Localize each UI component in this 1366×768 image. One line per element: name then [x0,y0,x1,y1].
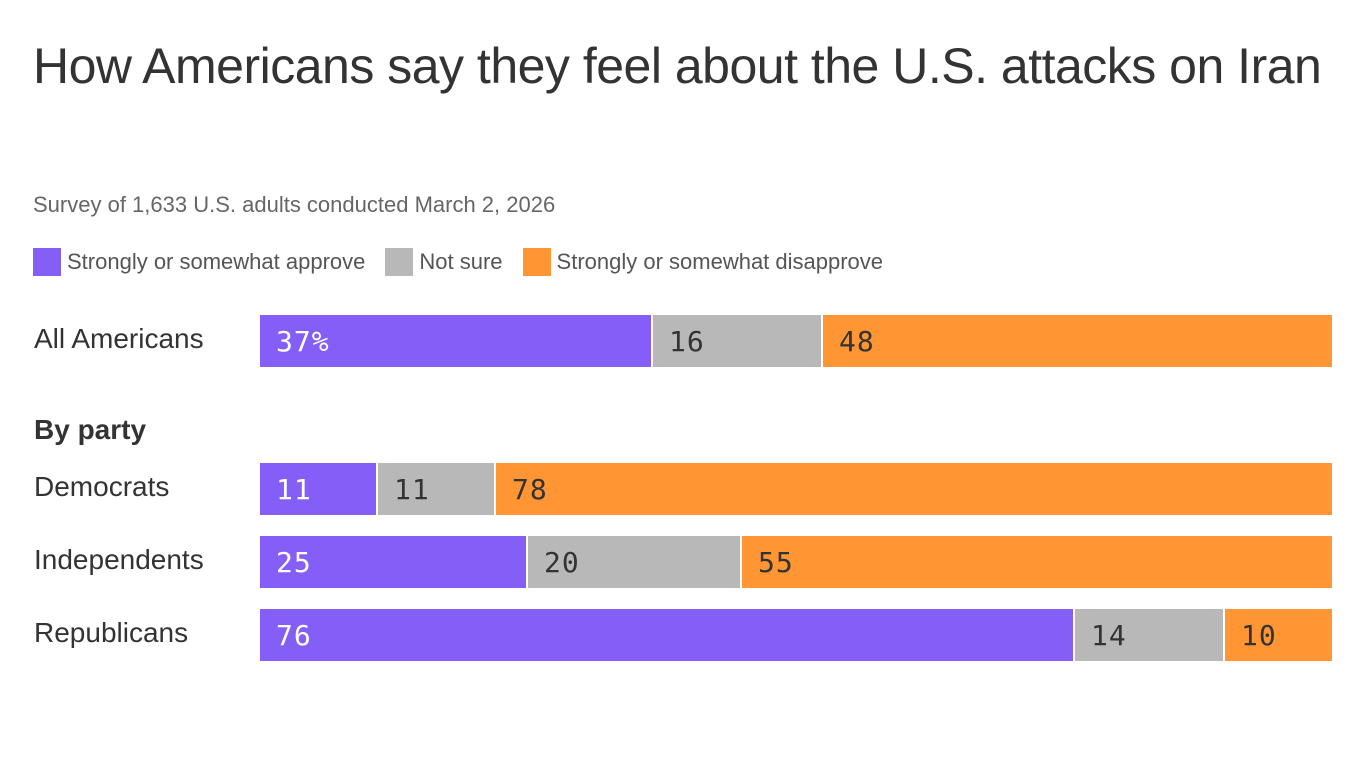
data-label-democrats-notsure: 11 [394,472,430,506]
legend-label-notsure: Not sure [419,249,503,274]
bar-segment-republicans-notsure: 14 [1075,609,1225,661]
bar-democrats: 11 11 78 [260,463,1332,515]
legend: Strongly or somewhat approve Not sure St… [33,248,903,276]
legend-swatch-disapprove [522,248,551,276]
bar-segment-independents-notsure: 20 [528,536,742,588]
bar-segment-democrats-notsure: 11 [378,463,496,515]
bar-segment-republicans-approve: 76 [260,609,1075,661]
data-label-independents-disapprove: 55 [758,545,794,579]
data-label-republicans-disapprove: 10 [1241,618,1277,652]
row-label-all-americans: All Americans [34,323,204,354]
legend-swatch-approve [33,248,61,276]
bar-segment-all-americans-approve: 37% [260,315,653,367]
bar-republicans: 76 14 10 [260,609,1332,661]
bar-all-americans: 37% 16 48 [260,315,1332,367]
bar-segment-democrats-disapprove: 78 [496,463,1332,515]
legend-item-notsure: Not sure [385,248,503,276]
data-label-all-americans-notsure: 16 [669,324,705,358]
bar-segment-democrats-approve: 11 [260,463,378,515]
data-label-all-americans-approve: 37% [276,324,330,358]
row-label-democrats: Democrats [34,471,170,502]
bar-segment-republicans-disapprove: 10 [1225,609,1332,661]
legend-item-disapprove: Strongly or somewhat disapprove [522,248,884,276]
legend-item-approve: Strongly or somewhat approve [33,248,365,276]
data-label-democrats-approve: 11 [276,472,312,506]
bar-independents: 25 20 55 [260,536,1332,588]
section-label-by-party: By party [34,414,147,445]
data-label-independents-approve: 25 [276,545,312,579]
bar-segment-independents-disapprove: 55 [742,536,1332,588]
bar-segment-all-americans-disapprove: 48 [823,315,1332,367]
data-label-republicans-notsure: 14 [1091,618,1127,652]
data-label-democrats-disapprove: 78 [512,472,548,506]
data-label-independents-notsure: 20 [544,545,580,579]
row-label-independents: Independents [34,544,204,575]
chart-subtitle: Survey of 1,633 U.S. adults conducted Ma… [33,192,556,217]
bar-segment-independents-approve: 25 [260,536,528,588]
data-label-republicans-approve: 76 [276,618,312,652]
legend-swatch-notsure [385,248,414,276]
legend-label-approve: Strongly or somewhat approve [67,249,366,274]
legend-label-disapprove: Strongly or somewhat disapprove [556,249,884,274]
bar-segment-all-americans-notsure: 16 [653,315,823,367]
chart-title: How Americans say they feel about the U.… [33,38,1322,94]
row-label-republicans: Republicans [34,617,189,648]
data-label-all-americans-disapprove: 48 [839,324,875,358]
